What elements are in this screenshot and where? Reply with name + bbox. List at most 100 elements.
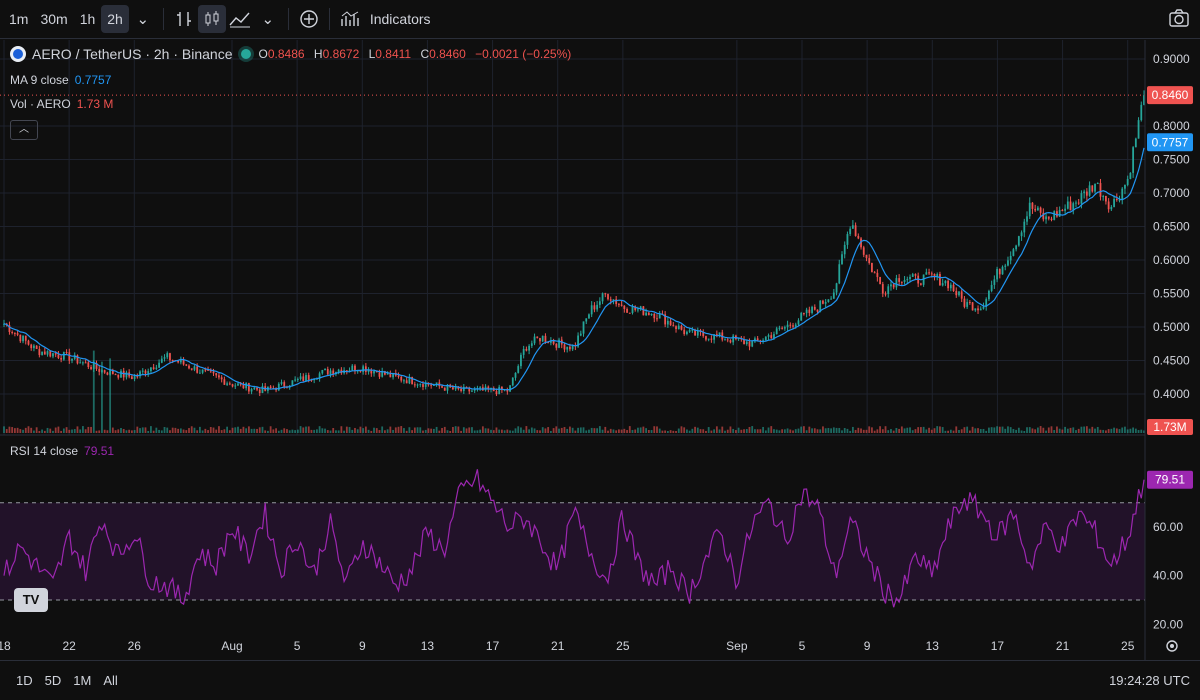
range-1m[interactable]: 1M — [73, 673, 92, 688]
volume-bar — [851, 426, 854, 433]
volume-bar — [808, 426, 811, 433]
bar-chart-icon[interactable] — [170, 5, 198, 33]
candle-body — [623, 305, 626, 310]
camera-icon[interactable] — [1168, 8, 1190, 31]
candle-body — [582, 321, 585, 334]
range-1d[interactable]: 1D — [16, 673, 33, 688]
candle-body — [90, 367, 92, 370]
rsi-tick-label: 20.00 — [1153, 617, 1183, 631]
candle-body — [52, 353, 54, 357]
settings-gear-icon[interactable] — [1166, 640, 1178, 652]
candle-body — [1083, 191, 1086, 194]
volume-bar — [60, 430, 63, 433]
candle-body — [898, 278, 901, 282]
candle-body — [1137, 120, 1140, 139]
candle-body — [549, 340, 552, 343]
candle-body — [1009, 255, 1012, 261]
volume-bar — [294, 430, 297, 433]
candle-body — [1001, 266, 1004, 275]
candle-body — [160, 358, 163, 363]
volume-bar — [816, 429, 819, 433]
candle-body — [745, 341, 748, 345]
candle-body — [33, 345, 35, 349]
volume-legend[interactable]: Vol · AERO 1.73 M — [10, 97, 113, 111]
candle-body — [919, 283, 922, 285]
rsi-legend[interactable]: RSI 14 close 79.51 — [10, 444, 114, 458]
volume-bar — [528, 429, 531, 433]
candle-body — [177, 360, 180, 363]
candle-body — [1091, 185, 1094, 192]
volume-bar — [150, 426, 152, 433]
add-plus-icon[interactable] — [295, 5, 323, 33]
volume-bar — [92, 350, 95, 433]
candle-body — [326, 369, 329, 375]
volume-bar — [117, 429, 120, 433]
volume-bar — [460, 430, 462, 433]
chevron-down-icon[interactable]: ⌄ — [261, 11, 275, 28]
indicators-button[interactable]: Indicators — [369, 11, 431, 27]
volume-bar — [647, 429, 650, 433]
bottom-toolbar: 1D 5D 1M All 19:24:28 UTC — [0, 660, 1200, 700]
volume-bar — [5, 429, 8, 433]
candle-body — [1118, 199, 1121, 201]
candle-body — [185, 364, 188, 366]
candle-body — [411, 377, 414, 385]
candle-body — [114, 374, 117, 376]
timeframe-2h[interactable]: 2h — [101, 5, 129, 33]
candle-body — [337, 369, 340, 372]
volume-bar — [865, 429, 868, 433]
volume-bar — [596, 428, 599, 433]
volume-bar — [966, 426, 969, 433]
candle-body — [130, 376, 133, 380]
candle-body — [585, 318, 588, 322]
candle-body — [988, 290, 990, 300]
volume-bar — [705, 430, 707, 433]
volume-bar — [555, 426, 558, 433]
volume-bar — [642, 426, 645, 433]
volume-bar — [277, 430, 280, 433]
volume-bar — [177, 428, 180, 433]
timeframe-30m[interactable]: 30m — [40, 11, 68, 27]
tradingview-logo-icon[interactable]: TV — [14, 588, 48, 612]
volume-bar — [1096, 426, 1099, 433]
area-chart-icon[interactable] — [226, 5, 254, 33]
candle-body — [378, 372, 381, 377]
volume-bar — [830, 428, 833, 433]
symbol-title[interactable]: AERO / TetherUS · 2h · Binance — [32, 46, 233, 62]
candles-icon[interactable] — [197, 5, 226, 33]
candle-body — [179, 359, 182, 363]
candle-body — [555, 343, 558, 348]
timeframe-1m[interactable]: 1m — [9, 11, 29, 27]
candle-body — [190, 368, 193, 370]
collapse-legend-button[interactable]: ︿ — [10, 120, 38, 140]
indicators-icon[interactable] — [336, 5, 364, 33]
candle-body — [604, 293, 607, 295]
volume-bar — [185, 430, 188, 433]
volume-bar — [223, 429, 226, 433]
volume-bar — [73, 429, 76, 433]
range-5d[interactable]: 5D — [44, 673, 62, 688]
utc-clock[interactable]: 19:24:28 UTC — [1109, 673, 1190, 688]
volume-bar — [288, 430, 291, 433]
candle-body — [307, 375, 310, 380]
timeframe-1h[interactable]: 1h — [79, 11, 96, 27]
volume-bar — [1134, 428, 1137, 433]
candle-body — [1042, 212, 1045, 220]
candle-body — [694, 329, 696, 336]
candle-body — [101, 370, 103, 372]
volume-bar — [375, 428, 378, 433]
chevron-down-icon[interactable]: ⌄ — [136, 11, 150, 28]
candle-body — [166, 353, 169, 358]
ohlc-values: O0.8486 H0.8672 L0.8411 C0.8460 −0.0021 … — [259, 47, 572, 61]
volume-bar — [696, 427, 699, 433]
candle-body — [566, 346, 569, 350]
candle-body — [348, 370, 351, 372]
candle-body — [432, 384, 435, 386]
price-chart[interactable]: 0.9000 0.8000 0.7500 0.7000 0.6500 0.6000 0.55… — [0, 40, 1200, 660]
candle-body — [413, 384, 416, 386]
candle-body — [204, 369, 207, 371]
candle-body — [803, 313, 805, 315]
range-all[interactable]: All — [103, 673, 118, 688]
candle-body — [280, 382, 283, 384]
ma-legend[interactable]: MA 9 close 0.7757 — [10, 73, 111, 87]
